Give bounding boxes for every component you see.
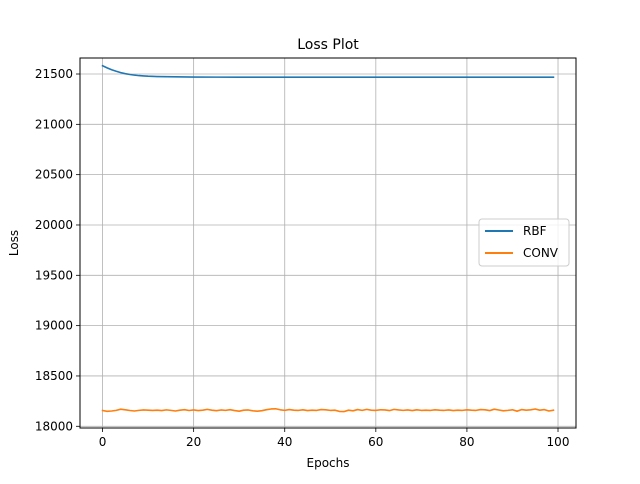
legend-label-conv: CONV [523, 246, 559, 260]
x-tick-label: 0 [99, 435, 107, 449]
series-line-conv [101, 407, 555, 413]
y-tick-label: 18500 [35, 369, 73, 383]
y-tick-label: 21500 [35, 67, 73, 81]
x-tick-label: 20 [186, 435, 201, 449]
y-tick-label: 18000 [35, 419, 73, 433]
x-tick-label: 100 [547, 435, 570, 449]
y-axis-label: Loss [7, 230, 21, 256]
y-tick-label: 21000 [35, 117, 73, 131]
series-line-rbf [101, 64, 555, 79]
plot-frame [79, 57, 577, 429]
chart-title: Loss Plot [297, 37, 359, 53]
series-lines [101, 64, 555, 413]
legend: RBF CONV [478, 218, 570, 267]
axis-ticks: 0 20 40 60 80 100 18000 18500 19000 19500 20000 205… [35, 67, 570, 449]
x-tick-label: 60 [368, 435, 383, 449]
legend-label-rbf: RBF [523, 224, 547, 238]
y-tick-label: 19000 [35, 319, 73, 333]
x-tick-label: 40 [277, 435, 292, 449]
y-tick-label: 20500 [35, 168, 73, 182]
y-tick-label: 20000 [35, 218, 73, 232]
y-tick-label: 19500 [35, 268, 73, 282]
x-tick-label: 80 [459, 435, 474, 449]
x-axis-label: Epochs [307, 456, 350, 470]
